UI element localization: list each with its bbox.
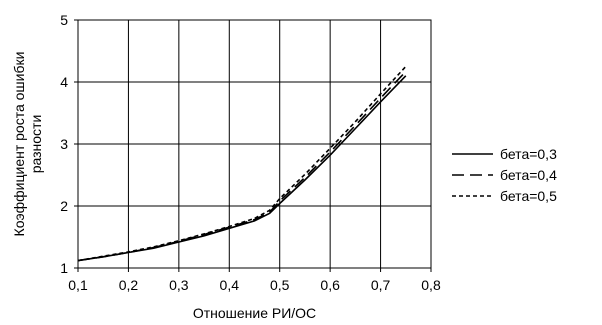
series-line-3 xyxy=(77,65,407,262)
x-axis-label: Отношение РИ/ОС xyxy=(193,305,316,321)
grid-layer xyxy=(77,19,432,269)
y-axis-label-line: Коэффициент роста ошибки xyxy=(11,52,27,237)
legend-label-1: бета=0,3 xyxy=(500,146,557,162)
x-tick-label: 0,1 xyxy=(68,277,88,293)
y-tick-label: 4 xyxy=(60,74,68,90)
x-tick-label: 0,7 xyxy=(371,277,391,293)
x-tick-label: 0,6 xyxy=(320,277,340,293)
series-layer xyxy=(77,65,407,262)
y-axis-label-line: разности xyxy=(28,115,44,174)
plot-frame xyxy=(77,19,432,269)
y-tick-label: 2 xyxy=(60,198,68,214)
y-tick-label: 5 xyxy=(60,12,68,28)
axis-layer: 0,1 0,2 0,3 0,4 0,5 0,6 0,7 0,8 1 2 3 4 5 Отношение Р… xyxy=(11,12,441,321)
y-tick-label: 3 xyxy=(60,136,68,152)
x-tick-label: 0,3 xyxy=(169,277,189,293)
legend-label-2: бета=0,4 xyxy=(500,167,557,183)
y-tick-label: 1 xyxy=(60,260,68,276)
x-tick-label: 0,5 xyxy=(270,277,290,293)
series-line-2 xyxy=(77,70,407,262)
x-tick-label: 0,8 xyxy=(421,277,441,293)
x-tick-label: 0,4 xyxy=(220,277,240,293)
legend-label-3: бета=0,5 xyxy=(500,188,557,204)
series-line-1 xyxy=(77,75,407,262)
legend: бета=0,3 бета=0,4 бета=0,5 xyxy=(452,146,557,204)
y-axis-label: Коэффициент роста ошибкиразности xyxy=(11,52,44,237)
x-tick-label: 0,2 xyxy=(119,277,139,293)
